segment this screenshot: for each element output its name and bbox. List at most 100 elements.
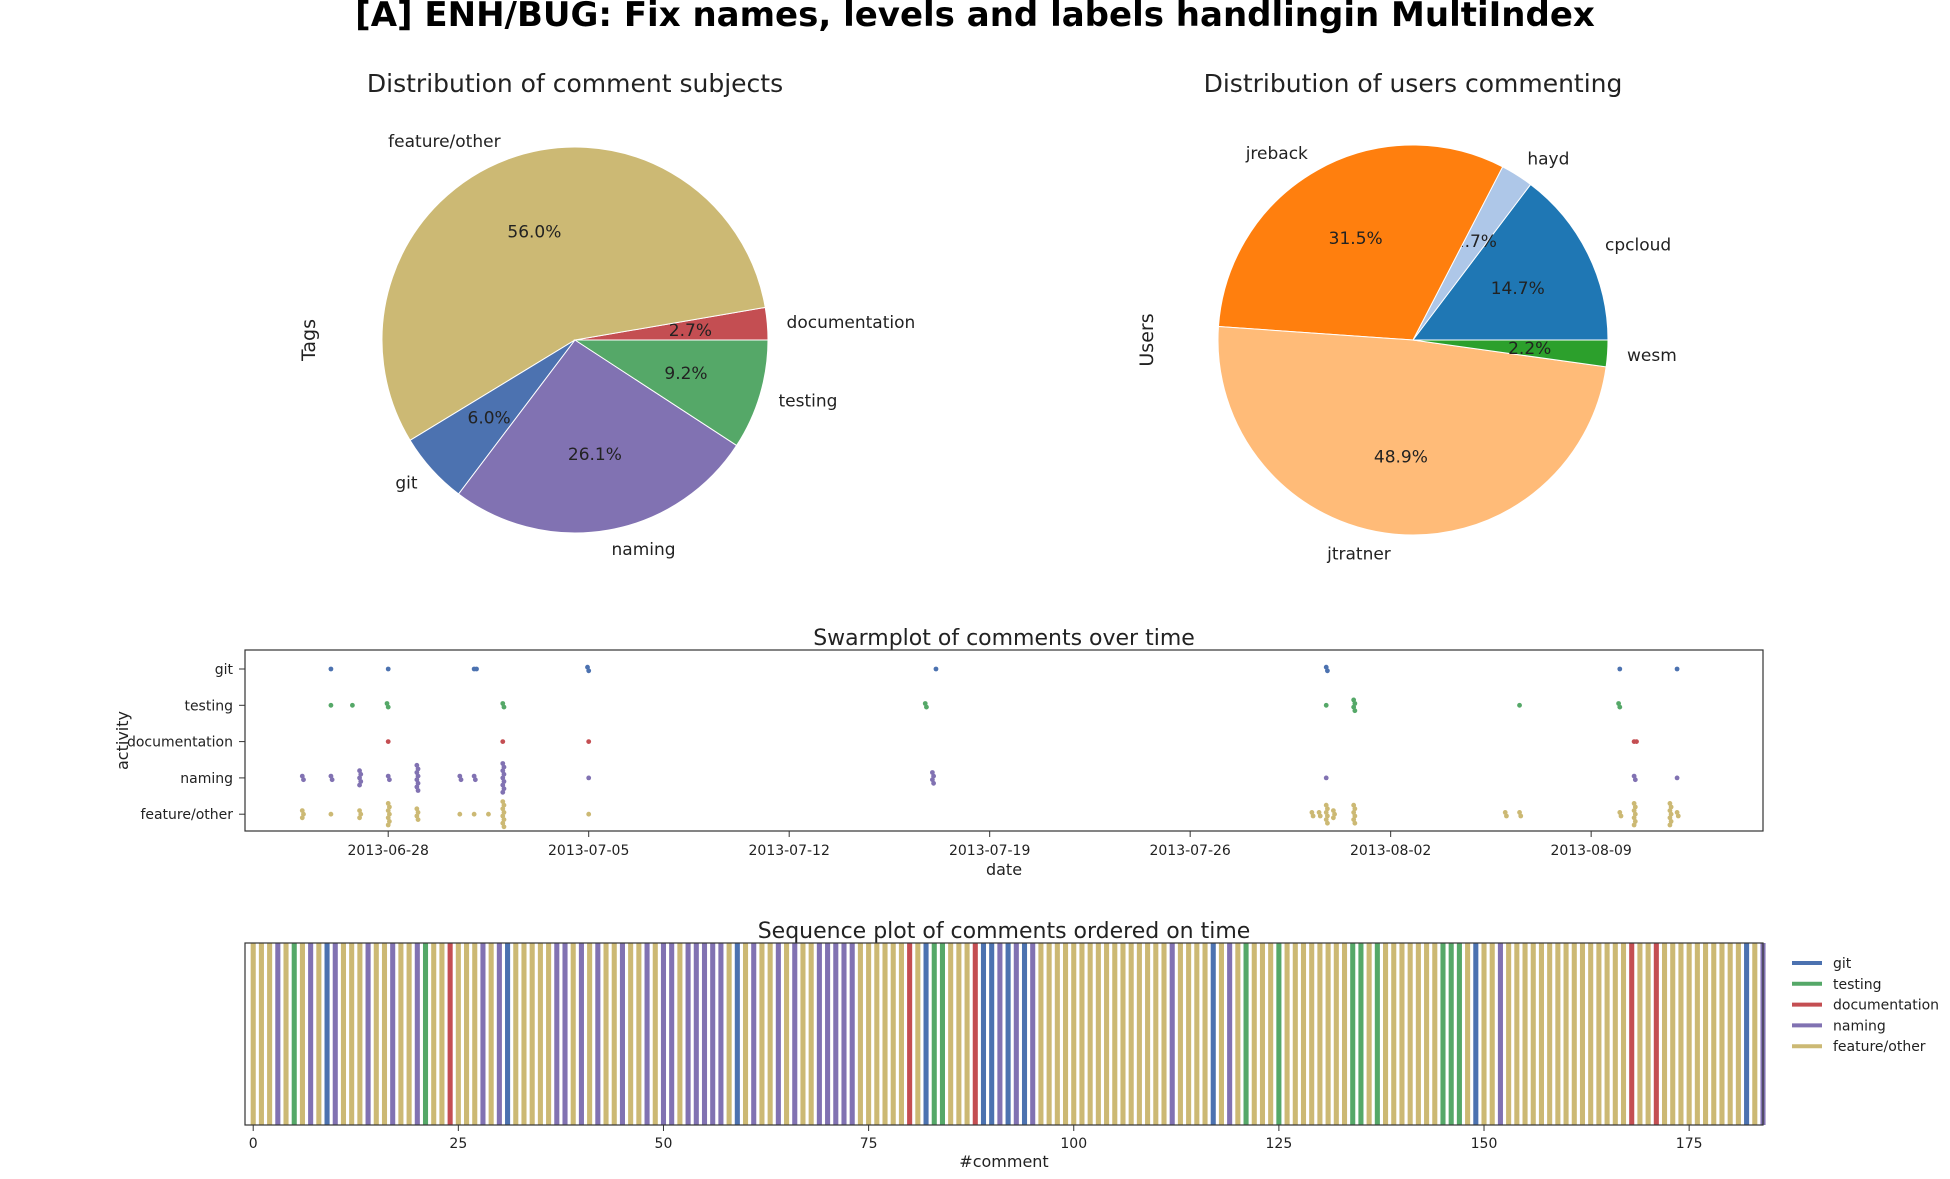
sequence-bar-feature-other: [381, 943, 388, 1125]
swarm-ytick-label-naming: naming: [180, 771, 233, 787]
sequence-bar-testing: [1358, 943, 1364, 1125]
pie-chart-comment-subjects: Distribution of comment subjects Tags 2.7%…: [298, 69, 915, 560]
pie-ylabel: Tags: [298, 319, 320, 362]
swarm-point-feature-other: [1323, 810, 1329, 815]
sequence-xtick-label: 100: [1060, 1136, 1087, 1152]
swarm-point-naming: [328, 773, 334, 779]
sequence-bar-feature-other: [529, 943, 535, 1125]
sequence-bar-feature-other: [250, 943, 256, 1125]
swarm-point-git: [385, 666, 391, 672]
sequence-bar-feature-other: [1506, 943, 1512, 1125]
legend-label-feature-other: feature/other: [1833, 1039, 1926, 1055]
swarm-ytick-label-git: git: [215, 662, 234, 678]
swarm-point-documentation: [500, 739, 506, 744]
sequence-bar-feature-other: [1678, 943, 1684, 1125]
swarm-point-naming: [929, 777, 935, 783]
sequence-bar-feature-other: [1571, 943, 1577, 1125]
sequence-bar-feature-other: [603, 943, 609, 1125]
sequence-bar-feature-other: [866, 943, 872, 1125]
swarm-point-naming: [358, 771, 364, 777]
pie-label-cpcloud: cpcloud: [1605, 235, 1671, 255]
sequence-bar-feature-other: [1538, 943, 1544, 1125]
sequence-bar-feature-other: [299, 943, 305, 1125]
pie-slice-jtratner: [1217, 325, 1607, 536]
swarm-point-naming: [415, 780, 421, 786]
sequence-bar-feature-other: [1268, 943, 1274, 1125]
sequence-bar-feature-other: [1251, 943, 1257, 1125]
swarm-point-naming: [415, 766, 421, 772]
sequence-bar-feature-other: [1727, 943, 1733, 1125]
sequence-bar-feature-other: [759, 943, 765, 1125]
swarm-point-naming: [931, 780, 936, 786]
sequence-bar-naming: [365, 943, 371, 1125]
swarm-point-naming: [457, 773, 463, 779]
sequence-bar-git: [1005, 943, 1011, 1125]
swarm-point-feature-other: [1310, 813, 1316, 819]
sequence-bar-git: [505, 943, 511, 1125]
sequence-bar-testing: [1448, 943, 1454, 1125]
swarm-point-feature-other: [1332, 811, 1337, 817]
sequence-xtick-label: 75: [860, 1136, 878, 1152]
pie-chart-users-commenting: Distribution of users commenting Users 14.…: [1136, 69, 1677, 564]
sequence-bar-feature-other: [628, 943, 634, 1125]
swarm-point-feature-other: [1668, 811, 1674, 817]
sequence-bar-naming: [1497, 943, 1503, 1125]
swarm-point-git: [474, 666, 479, 672]
sequence-bar-testing: [1440, 943, 1446, 1125]
sequence-bar-testing: [291, 943, 297, 1125]
swarm-point-feature-other: [1323, 817, 1329, 822]
swarm-point-feature-other: [414, 813, 420, 819]
swarm-point-naming: [414, 784, 420, 790]
swarm-point-testing: [1517, 702, 1522, 708]
swarm-point-git: [328, 666, 334, 672]
sequence-bar-feature-other: [1555, 943, 1561, 1125]
swarm-xtick-label: 2013-07-05: [548, 843, 629, 859]
sequence-bar-feature-other: [767, 943, 773, 1125]
sequence-bar-feature-other: [874, 943, 880, 1125]
pie-label-jreback: jreback: [1245, 144, 1308, 164]
sequence-bar-feature-other: [349, 943, 355, 1125]
sequence-bar-git: [324, 943, 330, 1125]
sequence-bar-feature-other: [1579, 943, 1586, 1125]
sequence-bar-feature-other: [1588, 943, 1594, 1125]
sequence-bar-naming: [562, 943, 568, 1125]
sequence-xtick-label: 25: [449, 1136, 467, 1152]
sequence-bar-feature-other: [1391, 943, 1397, 1125]
swarm-point-naming: [471, 773, 477, 779]
sequence-bar-feature-other: [964, 943, 970, 1125]
swarm-point-naming: [414, 762, 420, 768]
swarm-point-naming: [472, 777, 478, 783]
swarm-xtick-label: 2013-07-26: [1149, 843, 1230, 859]
swarm-point-feature-other: [385, 822, 391, 828]
swarm-point-documentation: [586, 739, 592, 744]
swarm-point-feature-other: [1668, 819, 1674, 824]
sequence-xtick-label: 175: [1676, 1136, 1703, 1152]
swarm-point-testing: [1351, 697, 1357, 703]
sequence-bar-feature-other: [1341, 943, 1348, 1125]
swarm-point-feature-other: [1502, 810, 1508, 815]
sequence-bar-git: [1210, 943, 1216, 1125]
sequence-bar-feature-other: [652, 943, 658, 1125]
swarm-point-feature-other: [1518, 813, 1524, 819]
swarm-point-feature-other: [500, 820, 506, 826]
sequence-bar-documentation: [972, 943, 978, 1125]
sequence-bar-feature-other: [1194, 943, 1200, 1125]
swarm-point-feature-other: [415, 817, 421, 822]
pie-label-git: git: [395, 473, 418, 493]
sequence-bar-feature-other: [1514, 943, 1520, 1125]
swarm-point-naming: [500, 768, 506, 774]
swarm-point-feature-other: [1631, 808, 1637, 813]
sequence-bar-feature-other: [1530, 943, 1536, 1125]
sequence-bar-feature-other: [1128, 943, 1134, 1125]
sequence-bar-feature-other: [1259, 943, 1266, 1125]
swarm-point-naming: [500, 775, 506, 781]
sequence-bar-naming: [718, 943, 724, 1125]
sequence-bar-feature-other: [439, 943, 445, 1125]
swarm-point-testing: [384, 701, 390, 706]
swarm-point-naming: [586, 775, 592, 781]
sequence-bar-git: [734, 943, 740, 1125]
swarm-point-feature-other: [1330, 815, 1336, 821]
sequence-bar-feature-other: [898, 943, 904, 1125]
sequence-bar-testing: [1350, 943, 1356, 1125]
sequence-bar-feature-other: [1522, 943, 1528, 1125]
